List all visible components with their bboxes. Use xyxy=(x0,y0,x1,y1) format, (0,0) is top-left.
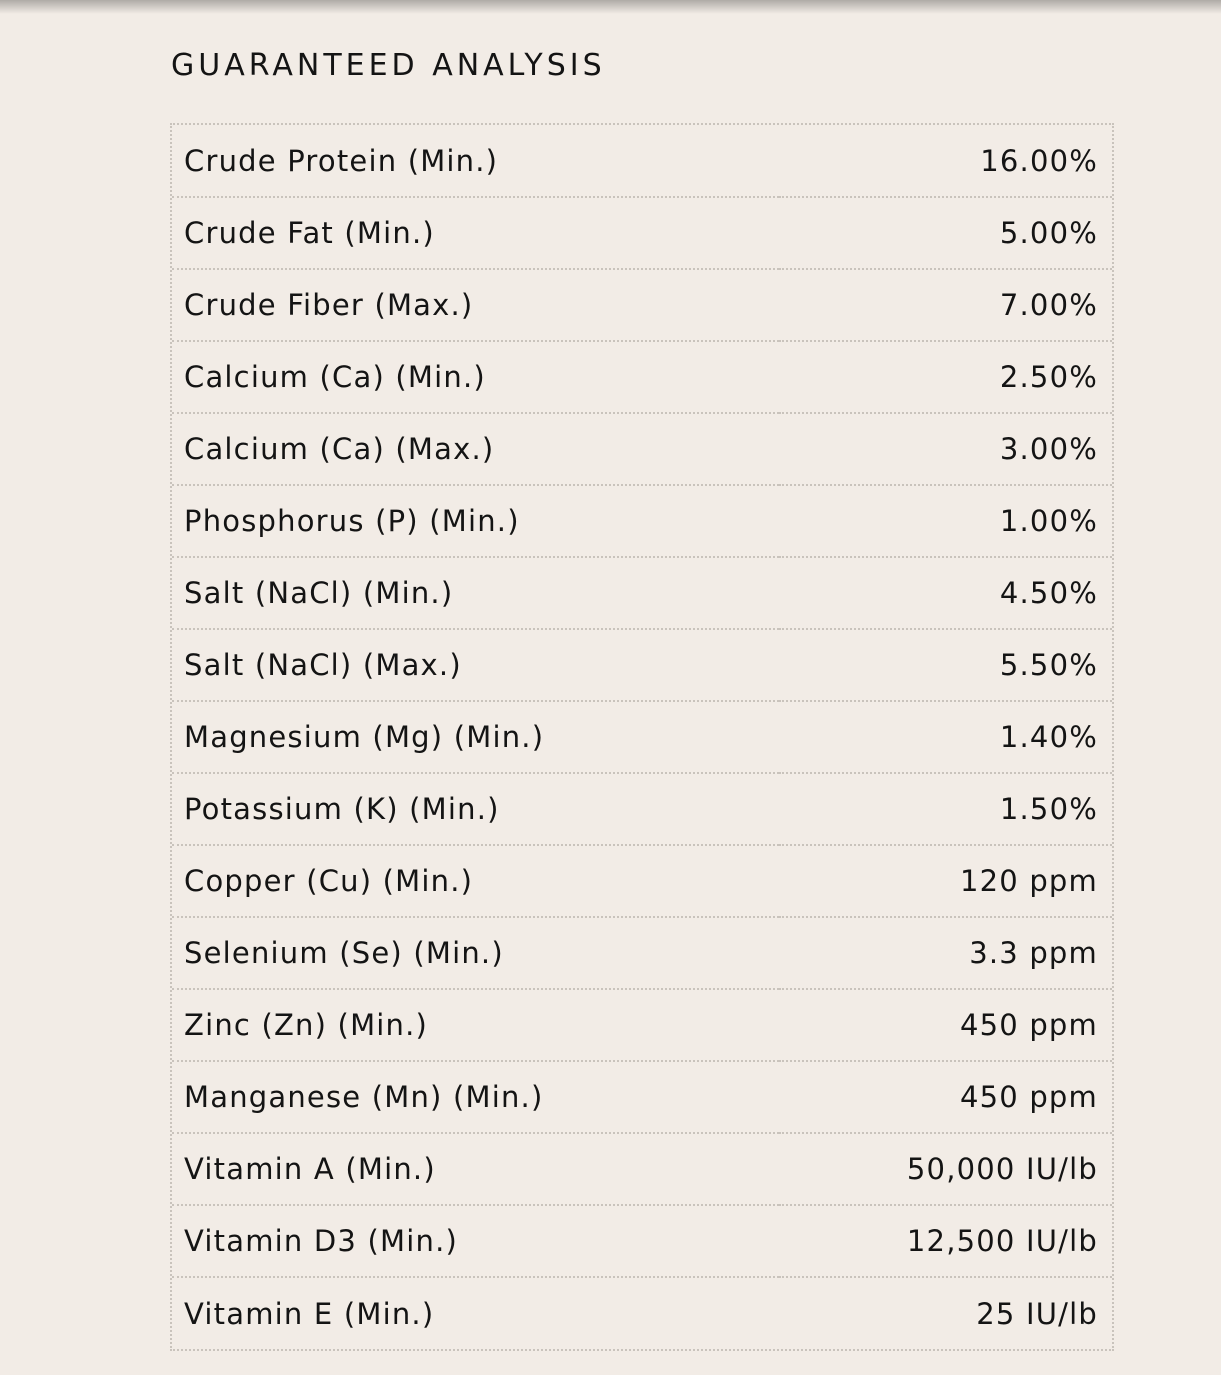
nutrient-label: Zinc (Zn) (Min.) xyxy=(172,988,779,1061)
analysis-table-body: Crude Protein (Min.) 16.00% Crude Fat (Mi… xyxy=(172,125,1112,1349)
analysis-table-container: Crude Protein (Min.) 16.00% Crude Fat (Mi… xyxy=(170,123,1114,1351)
table-row: Salt (NaCl) (Min.) 4.50% xyxy=(172,556,1112,629)
top-shadow xyxy=(0,0,1221,14)
table-row: Crude Fat (Min.) 5.00% xyxy=(172,196,1112,269)
table-row: Salt (NaCl) (Max.) 5.50% xyxy=(172,628,1112,701)
nutrient-value: 25 IU/lb xyxy=(778,1276,1112,1349)
table-row: Selenium (Se) (Min.) 3.3 ppm xyxy=(172,916,1112,989)
nutrient-value: 50,000 IU/lb xyxy=(778,1132,1112,1205)
table-row: Vitamin E (Min.) 25 IU/lb xyxy=(172,1276,1112,1349)
table-row: Manganese (Mn) (Min.) 450 ppm xyxy=(172,1060,1112,1133)
table-row: Calcium (Ca) (Max.) 3.00% xyxy=(172,412,1112,485)
table-row: Zinc (Zn) (Min.) 450 ppm xyxy=(172,988,1112,1061)
nutrient-label: Selenium (Se) (Min.) xyxy=(172,916,779,989)
nutrient-value: 16.00% xyxy=(980,143,1098,178)
nutrient-label: Magnesium (Mg) (Min.) xyxy=(172,700,779,773)
analysis-table: Crude Protein (Min.) 16.00% Crude Fat (Mi… xyxy=(172,125,1112,1349)
nutrient-label: Phosphorus (P) (Min.) xyxy=(172,484,779,557)
nutrient-value: 5.00% xyxy=(778,196,1112,269)
section-title: GUARANTEED ANALYSIS xyxy=(171,48,606,83)
table-row: Magnesium (Mg) (Min.) 1.40% xyxy=(172,700,1112,773)
nutrient-label: Calcium (Ca) (Max.) xyxy=(172,412,779,485)
nutrient-label: Vitamin E (Min.) xyxy=(172,1276,779,1349)
table-row: Vitamin D3 (Min.) 12,500 IU/lb xyxy=(172,1204,1112,1277)
nutrient-value: 3.3 ppm xyxy=(778,916,1112,989)
nutrient-value: 5.50% xyxy=(778,628,1112,701)
nutrient-value: 2.50% xyxy=(778,340,1112,413)
table-row: Calcium (Ca) (Min.) 2.50% xyxy=(172,340,1112,413)
table-row: Crude Fiber (Max.) 7.00% xyxy=(172,268,1112,341)
nutrient-value: 7.00% xyxy=(778,268,1112,341)
nutrient-label: Vitamin D3 (Min.) xyxy=(172,1204,779,1277)
nutrient-label: Calcium (Ca) (Min.) xyxy=(172,340,779,413)
nutrient-label: Manganese (Mn) (Min.) xyxy=(172,1060,779,1133)
nutrient-value: 4.50% xyxy=(778,556,1112,629)
table-row: Vitamin A (Min.) 50,000 IU/lb xyxy=(172,1132,1112,1205)
nutrient-label: Crude Fiber (Max.) xyxy=(172,268,779,341)
nutrient-label: Vitamin A (Min.) xyxy=(172,1132,779,1205)
nutrient-value: 3.00% xyxy=(778,412,1112,485)
nutrient-value: 450 ppm xyxy=(778,1060,1112,1133)
nutrient-label: Potassium (K) (Min.) xyxy=(172,772,779,845)
nutrient-label: Salt (NaCl) (Min.) xyxy=(172,556,779,629)
nutrient-label: Crude Fat (Min.) xyxy=(172,196,779,269)
nutrient-value: 1.40% xyxy=(778,700,1112,773)
table-row: Copper (Cu) (Min.) 120 ppm xyxy=(172,844,1112,917)
nutrient-label: Copper (Cu) (Min.) xyxy=(172,844,779,917)
nutrient-value: 120 ppm xyxy=(778,844,1112,917)
nutrient-value: 1.00% xyxy=(778,484,1112,557)
nutrient-label: Salt (NaCl) (Max.) xyxy=(172,628,779,701)
nutrient-value: 1.50% xyxy=(778,772,1112,845)
table-row: Phosphorus (P) (Min.) 1.00% xyxy=(172,484,1112,557)
table-row: Crude Protein (Min.) 16.00% xyxy=(172,125,1112,197)
nutrient-value: 450 ppm xyxy=(778,988,1112,1061)
nutrient-value: 12,500 IU/lb xyxy=(778,1204,1112,1277)
table-row: Potassium (K) (Min.) 1.50% xyxy=(172,772,1112,845)
nutrient-label: Crude Protein (Min.) xyxy=(184,143,499,178)
